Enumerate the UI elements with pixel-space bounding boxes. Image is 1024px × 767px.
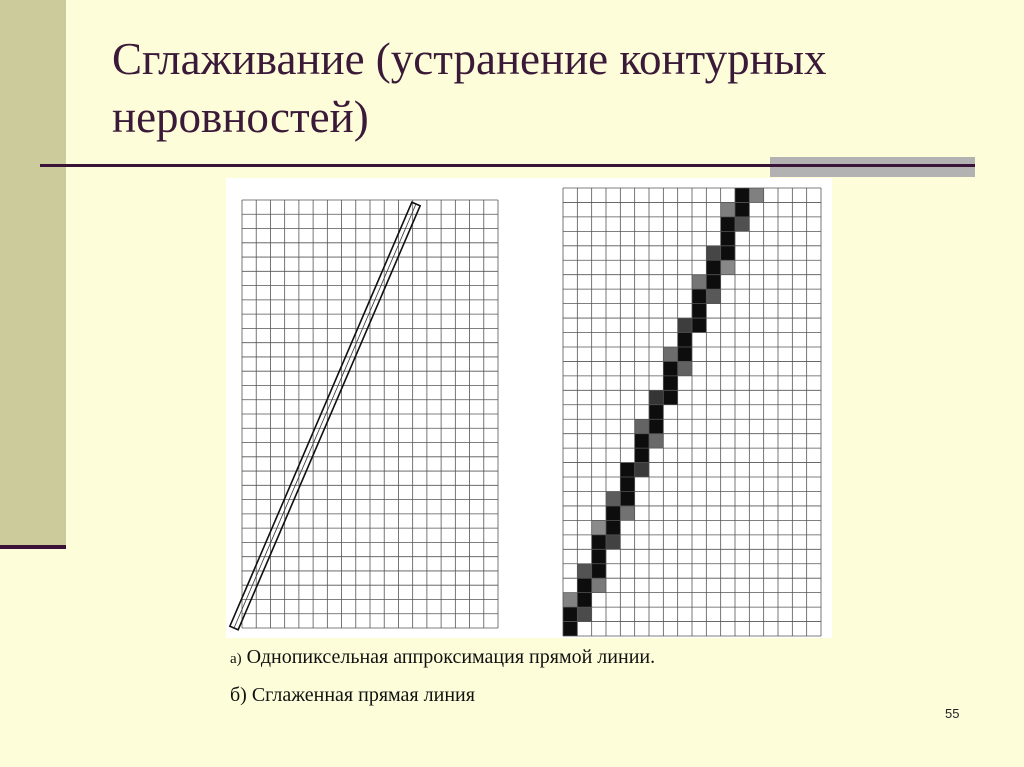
antialiased-pixel [706, 245, 721, 261]
antialiased-pixel [735, 202, 750, 217]
antialiased-pixel [706, 260, 721, 275]
antialiased-pixel [677, 346, 692, 362]
antialiased-pixel [720, 231, 735, 246]
antialiased-pixel [677, 361, 692, 376]
antialiased-pixel [677, 332, 692, 347]
antialiased-pixel [706, 274, 721, 290]
antialiased-pixel [663, 375, 678, 391]
antialiased-pixel [749, 188, 764, 203]
antialiased-pixel [563, 621, 578, 636]
antialiased-pixel [577, 563, 592, 579]
caption-a: а) Однопиксельная аппроксимация прямой л… [230, 646, 655, 669]
antialiased-pixel [706, 289, 721, 304]
antialiased-pixel [563, 607, 578, 622]
antialiased-pixel [649, 419, 664, 434]
antialiased-pixel [591, 563, 606, 579]
title-rule-gray-block [770, 157, 975, 177]
antialiased-pixel [591, 549, 606, 564]
antialiased-pixel [720, 260, 735, 275]
antialiased-pixel [606, 534, 621, 550]
ideal-line-center [233, 203, 417, 629]
sidebar-decoration [0, 0, 66, 545]
figure-svg [228, 187, 822, 637]
antialiased-pixel [663, 390, 678, 405]
antialiased-pixel [735, 216, 750, 232]
antialiased-pixel [735, 188, 750, 203]
antialiased-pixel [620, 505, 635, 521]
antialiased-pixel [720, 245, 735, 261]
title-rule [40, 164, 975, 167]
antialiased-pixel [620, 477, 635, 492]
antialiased-pixel [620, 462, 635, 478]
slide-title: Сглаживание (устранение контурных неровн… [112, 34, 827, 142]
antialiased-pixel [606, 505, 621, 521]
antialiased-pixel [606, 520, 621, 535]
caption-a-marker: а) [230, 651, 242, 667]
antialiased-pixel [591, 578, 606, 593]
figure-line-rasterization [226, 178, 832, 638]
antialiased-pixel [692, 274, 707, 290]
antialiased-pixel [720, 202, 735, 217]
antialiased-pixel [606, 491, 621, 506]
antialiased-pixel [577, 592, 592, 608]
antialiased-pixel [577, 578, 592, 593]
antialiased-pixel [634, 448, 649, 463]
antialiased-pixel [620, 491, 635, 506]
antialiased-pixel [677, 318, 692, 333]
antialiased-pixel [563, 592, 578, 608]
ideal-line-outline [228, 201, 422, 631]
antialiased-pixel [649, 433, 664, 449]
antialiased-pixel [634, 419, 649, 434]
antialiased-pixel [692, 318, 707, 333]
antialiased-pixel [692, 289, 707, 304]
sidebar-accent-line [0, 545, 66, 549]
antialiased-pixel [649, 390, 664, 405]
caption-a-text: Однопиксельная аппроксимация прямой лини… [246, 646, 656, 668]
antialiased-pixel [663, 361, 678, 376]
antialiased-pixel [591, 534, 606, 550]
antialiased-pixel [649, 404, 664, 420]
page-number: 55 [945, 706, 960, 721]
antialiased-pixel [663, 346, 678, 362]
caption-b: б) Сглаженная прямая линия [230, 684, 475, 706]
antialiased-pixel [577, 607, 592, 622]
antialiased-pixel [634, 433, 649, 449]
antialiased-pixel [692, 303, 707, 319]
antialiased-pixel [634, 462, 649, 478]
antialiased-pixel [720, 216, 735, 232]
antialiased-pixel [591, 520, 606, 535]
